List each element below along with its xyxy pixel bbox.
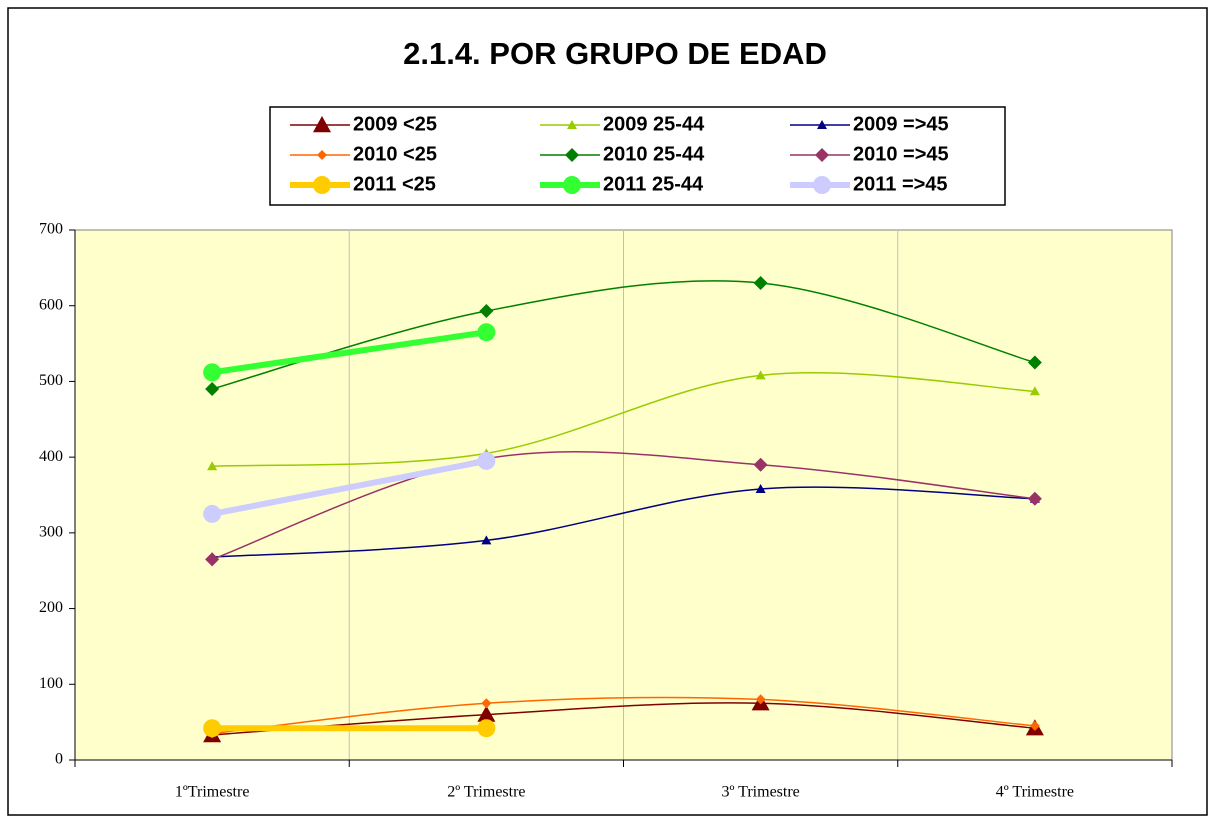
series-line xyxy=(211,696,1036,735)
marker xyxy=(755,694,766,705)
marker xyxy=(205,552,220,567)
y-tick-label: 600 xyxy=(39,296,63,313)
marker xyxy=(479,304,494,319)
marker xyxy=(1029,720,1040,731)
x-tick-label: 2º Trimestre xyxy=(447,784,525,801)
marker xyxy=(313,116,331,133)
marker xyxy=(481,698,492,709)
legend-label: 2010 25-44 xyxy=(603,143,705,165)
marker xyxy=(205,382,220,396)
marker xyxy=(207,461,218,471)
marker xyxy=(477,719,496,738)
marker xyxy=(203,363,222,382)
marker xyxy=(1027,491,1042,506)
series-line xyxy=(211,372,1036,467)
y-tick-label: 0 xyxy=(55,751,63,768)
marker xyxy=(481,535,492,545)
series-line xyxy=(211,451,1036,561)
marker xyxy=(477,323,496,342)
y-tick-label: 300 xyxy=(39,524,63,541)
marker xyxy=(567,120,577,129)
x-tick-label: 3º Trimestre xyxy=(721,784,799,801)
marker xyxy=(317,150,327,160)
series-line xyxy=(209,329,490,376)
marker xyxy=(815,148,829,162)
legend-label: 2009 =>45 xyxy=(853,113,949,135)
marker xyxy=(477,705,496,722)
marker xyxy=(313,176,331,194)
x-tick-label: 1ºTrimestre xyxy=(175,784,250,801)
series-line xyxy=(209,457,490,517)
marker xyxy=(1029,386,1040,396)
marker xyxy=(755,483,766,493)
series-line xyxy=(211,486,1036,558)
legend-box xyxy=(269,106,1006,206)
y-tick-label: 100 xyxy=(39,675,63,692)
marker xyxy=(813,176,831,194)
marker xyxy=(753,276,768,290)
y-tick-label: 500 xyxy=(39,372,63,389)
y-tick-label: 400 xyxy=(39,448,63,465)
legend-label: 2010 <25 xyxy=(353,143,437,165)
legend-label: 2011 <25 xyxy=(353,173,436,195)
marker xyxy=(753,457,768,472)
legend-label: 2011 25-44 xyxy=(603,173,704,195)
marker xyxy=(203,719,222,738)
marker xyxy=(817,120,827,129)
legend-label: 2009 <25 xyxy=(353,113,437,135)
marker xyxy=(1027,355,1042,370)
legend-label: 2010 =>45 xyxy=(853,143,949,165)
x-tick-label: 4º Trimestre xyxy=(996,784,1074,801)
marker xyxy=(203,504,222,523)
marker xyxy=(563,176,581,194)
marker xyxy=(477,451,496,470)
y-tick-label: 200 xyxy=(39,599,63,616)
chart-title: 2.1.4. POR GRUPO DE EDAD xyxy=(403,36,827,71)
legend-label: 2011 =>45 xyxy=(853,173,948,195)
marker xyxy=(755,370,766,380)
y-tick-label: 700 xyxy=(39,221,63,238)
marker xyxy=(565,148,579,162)
legend-label: 2009 25-44 xyxy=(603,113,705,135)
